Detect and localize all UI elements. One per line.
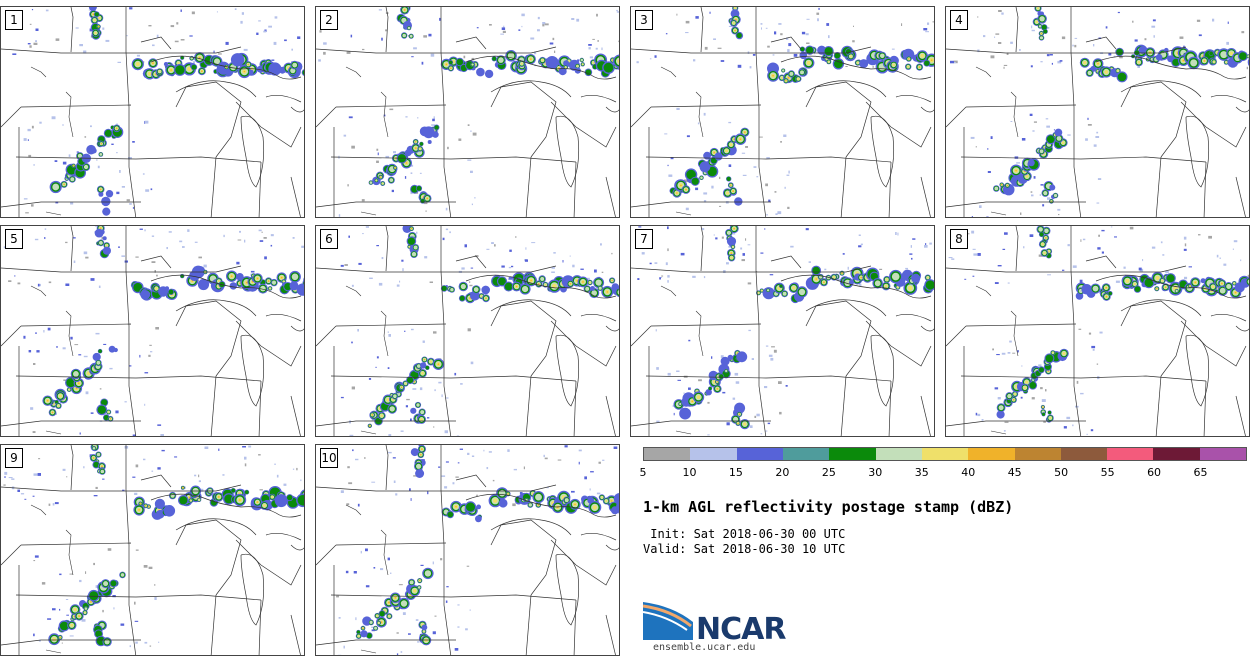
valid-time: Valid: Sat 2018-06-30 10 UTC bbox=[643, 542, 846, 556]
logo-url: ensemble.ucar.edu bbox=[653, 642, 756, 653]
panel-number: 9 bbox=[5, 448, 23, 468]
init-time: Init: Sat 2018-06-30 00 UTC bbox=[643, 527, 846, 541]
plot-title: 1-km AGL reflectivity postage stamp (dBZ… bbox=[643, 498, 1014, 516]
panel-number: 8 bbox=[950, 229, 968, 249]
colorbar-tick-label: 40 bbox=[961, 466, 976, 479]
postage-stamp-panel: 4 bbox=[945, 6, 1250, 218]
colorbar-segment bbox=[1107, 448, 1154, 460]
postage-stamp-panel: 6 bbox=[315, 225, 620, 437]
colorbar-tick-label: 60 bbox=[1147, 466, 1162, 479]
panel-number: 7 bbox=[635, 229, 653, 249]
ncar-logo bbox=[643, 602, 693, 640]
colorbar-tick-label: 15 bbox=[728, 466, 743, 479]
colorbar-tick-label: 25 bbox=[821, 466, 836, 479]
colorbar-segment bbox=[644, 448, 691, 460]
postage-stamp-panel: 5 bbox=[0, 225, 305, 437]
colorbar-tick-label: 55 bbox=[1100, 466, 1115, 479]
panel-number: 6 bbox=[320, 229, 338, 249]
colorbar-ticks: 5 10 15 20 25 30 35 40 45 50 55 60 65 bbox=[639, 466, 1247, 480]
colorbar-segment bbox=[1199, 448, 1247, 460]
postage-stamp-panel: 3 bbox=[630, 6, 935, 218]
colorbar-segment bbox=[1014, 448, 1061, 460]
colorbar-segment bbox=[736, 448, 783, 460]
panel-number: 10 bbox=[320, 448, 338, 468]
panel-number: 5 bbox=[5, 229, 23, 249]
postage-stamp-panel: 10 bbox=[315, 444, 620, 656]
colorbar-segment bbox=[1153, 448, 1200, 460]
panel-number: 2 bbox=[320, 10, 338, 30]
panel-number: 4 bbox=[950, 10, 968, 30]
panel-number: 3 bbox=[635, 10, 653, 30]
colorbar-segment bbox=[921, 448, 969, 460]
colorbar-segment bbox=[875, 448, 922, 460]
colorbar-tick-label: 65 bbox=[1193, 466, 1208, 479]
colorbar-segment bbox=[829, 448, 876, 460]
colorbar-segment bbox=[690, 448, 737, 460]
postage-stamp-panel: 1 bbox=[0, 6, 305, 218]
colorbar-tick-label: 5 bbox=[639, 466, 647, 479]
colorbar-tick-label: 35 bbox=[914, 466, 929, 479]
colorbar-tick-label: 45 bbox=[1007, 466, 1022, 479]
colorbar-segment bbox=[968, 448, 1015, 460]
colorbar-tick-label: 30 bbox=[868, 466, 883, 479]
colorbar-tick-label: 10 bbox=[682, 466, 697, 479]
colorbar-tick-label: 20 bbox=[775, 466, 790, 479]
colorbar-segment bbox=[782, 448, 830, 460]
colorbar-segment bbox=[1060, 448, 1108, 460]
ncar-logo-text: NCAR bbox=[696, 612, 786, 647]
colorbar bbox=[643, 447, 1247, 461]
colorbar-tick-label: 50 bbox=[1054, 466, 1069, 479]
postage-stamp-panel: 2 bbox=[315, 6, 620, 218]
postage-stamp-panel: 7 bbox=[630, 225, 935, 437]
postage-stamp-panel: 9 bbox=[0, 444, 305, 656]
panel-number: 1 bbox=[5, 10, 23, 30]
postage-stamp-panel: 8 bbox=[945, 225, 1250, 437]
